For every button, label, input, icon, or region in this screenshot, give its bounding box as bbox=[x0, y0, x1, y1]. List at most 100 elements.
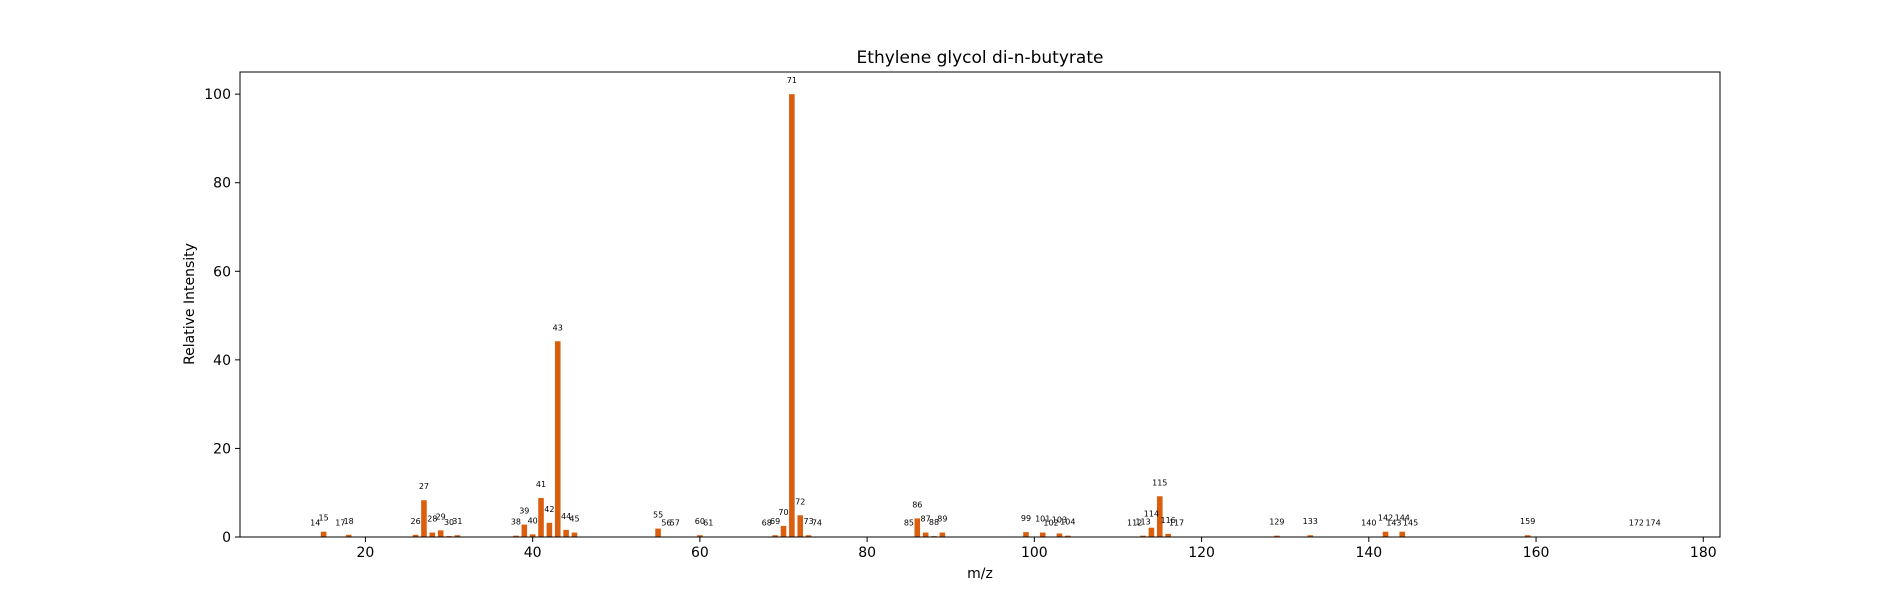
peak-label-mz-56: 56 bbox=[661, 519, 671, 528]
peak-label-mz-28: 28 bbox=[427, 515, 437, 524]
bar-mz-87 bbox=[922, 532, 929, 537]
bar-mz-103 bbox=[1056, 533, 1063, 537]
peak-label-mz-31: 31 bbox=[452, 517, 462, 526]
bar-mz-86 bbox=[914, 518, 921, 537]
bar-mz-69 bbox=[772, 535, 778, 537]
peak-label-mz-116: 116 bbox=[1160, 516, 1175, 525]
peak-label-mz-61: 61 bbox=[703, 519, 713, 528]
peak-label-mz-57: 57 bbox=[670, 519, 680, 528]
bar-mz-45 bbox=[571, 532, 578, 537]
peak-label-mz-42: 42 bbox=[544, 505, 554, 514]
x-tick-label: 180 bbox=[1690, 545, 1717, 561]
bar-mz-113 bbox=[1140, 535, 1146, 537]
x-tick-label: 100 bbox=[1021, 545, 1048, 561]
peak-label-mz-26: 26 bbox=[410, 517, 420, 526]
y-axis: 0 20 40 60 80 100 bbox=[204, 87, 240, 546]
bar-mz-26 bbox=[412, 534, 419, 537]
bar-mz-73 bbox=[805, 535, 812, 537]
x-tick-label: 80 bbox=[858, 545, 876, 561]
bar-mz-99 bbox=[1023, 532, 1029, 537]
bar-mz-18 bbox=[345, 534, 352, 537]
bar-mz-89 bbox=[939, 532, 946, 537]
bar-mz-38 bbox=[513, 535, 519, 537]
peak-label-mz-142: 142 bbox=[1378, 514, 1393, 523]
bar-mz-142 bbox=[1382, 531, 1389, 537]
peak-label-mz-18: 18 bbox=[344, 517, 354, 526]
bar-mz-129 bbox=[1274, 535, 1280, 537]
peak-label-mz-41: 41 bbox=[536, 480, 546, 489]
peak-label-mz-104: 104 bbox=[1060, 518, 1075, 527]
y-tick-label: 20 bbox=[213, 441, 231, 457]
peak-label-mz-73: 73 bbox=[803, 517, 813, 526]
bar-mz-44 bbox=[563, 529, 569, 537]
peak-label-mz-71: 71 bbox=[787, 76, 797, 85]
peak-label-mz-129: 129 bbox=[1269, 518, 1284, 527]
peak-label-mz-103: 103 bbox=[1052, 515, 1067, 524]
bar-mz-41 bbox=[538, 498, 544, 537]
peak-label-mz-85: 85 bbox=[904, 519, 914, 528]
bar-mz-28 bbox=[429, 532, 436, 537]
x-tick-label: 120 bbox=[1188, 545, 1215, 561]
bar-mz-101 bbox=[1039, 532, 1046, 537]
bar-mz-43 bbox=[554, 341, 561, 537]
peak-label-mz-145: 145 bbox=[1403, 519, 1418, 528]
bars-layer bbox=[312, 94, 1656, 537]
bar-mz-40 bbox=[529, 534, 536, 537]
peak-label-mz-68: 68 bbox=[762, 519, 772, 528]
peak-label-mz-174: 174 bbox=[1645, 519, 1660, 528]
peak-label-mz-86: 86 bbox=[912, 500, 922, 509]
bar-mz-72 bbox=[797, 515, 804, 537]
y-tick-label: 80 bbox=[213, 176, 231, 192]
peak-label-mz-159: 159 bbox=[1520, 517, 1535, 526]
bar-mz-29 bbox=[437, 530, 444, 537]
peak-label-mz-140: 140 bbox=[1361, 519, 1376, 528]
peak-label-mz-29: 29 bbox=[436, 512, 446, 521]
bar-mz-55 bbox=[655, 528, 661, 537]
peak-label-mz-44: 44 bbox=[561, 512, 571, 521]
y-tick-label: 100 bbox=[204, 87, 231, 103]
bar-mz-159 bbox=[1524, 535, 1531, 537]
peak-label-mz-117: 117 bbox=[1169, 519, 1184, 528]
peak-label-mz-99: 99 bbox=[1021, 514, 1031, 523]
x-tick-label: 60 bbox=[691, 545, 709, 561]
bar-mz-133 bbox=[1307, 535, 1314, 537]
peak-label-mz-30: 30 bbox=[444, 518, 454, 527]
peak-label-mz-144: 144 bbox=[1395, 514, 1410, 523]
x-tick-label: 40 bbox=[524, 545, 542, 561]
peak-label-mz-55: 55 bbox=[653, 511, 663, 520]
plot-frame bbox=[239, 71, 1721, 538]
peak-label-mz-27: 27 bbox=[419, 482, 429, 491]
peak-label-mz-101: 101 bbox=[1035, 515, 1050, 524]
bar-mz-115 bbox=[1156, 496, 1163, 537]
x-axis-title: m/z bbox=[967, 566, 993, 582]
peak-label-mz-14: 14 bbox=[310, 519, 320, 528]
bar-mz-116 bbox=[1165, 533, 1171, 537]
bar-mz-39 bbox=[521, 524, 528, 537]
bar-mz-144 bbox=[1399, 531, 1406, 537]
bar-mz-70 bbox=[780, 525, 787, 537]
peak-label-mz-89: 89 bbox=[937, 515, 947, 524]
x-tick-label: 140 bbox=[1355, 545, 1382, 561]
y-axis-title: Relative Intensity bbox=[182, 243, 198, 365]
y-tick-label: 60 bbox=[213, 264, 231, 280]
peak-label-mz-60: 60 bbox=[695, 517, 705, 526]
bar-mz-15 bbox=[320, 531, 327, 537]
peak-label-mz-112: 112 bbox=[1127, 519, 1142, 528]
peak-label-mz-115: 115 bbox=[1152, 478, 1167, 487]
peak-label-mz-102: 102 bbox=[1043, 519, 1058, 528]
peak-label-mz-88: 88 bbox=[929, 518, 939, 527]
chart-title: Ethylene glycol di-n-butyrate bbox=[857, 48, 1104, 68]
peak-label-mz-143: 143 bbox=[1386, 519, 1401, 528]
peak-label-mz-113: 113 bbox=[1135, 518, 1150, 527]
y-tick-label: 40 bbox=[213, 353, 231, 369]
bar-mz-42 bbox=[546, 522, 553, 537]
peak-label-mz-70: 70 bbox=[778, 508, 788, 517]
peak-label-mz-43: 43 bbox=[553, 323, 563, 332]
peak-label-mz-39: 39 bbox=[519, 507, 529, 516]
bar-mz-27 bbox=[421, 500, 427, 537]
bar-mz-114 bbox=[1148, 527, 1155, 537]
peak-label-mz-17: 17 bbox=[335, 519, 345, 528]
x-tick-label: 20 bbox=[357, 545, 375, 561]
